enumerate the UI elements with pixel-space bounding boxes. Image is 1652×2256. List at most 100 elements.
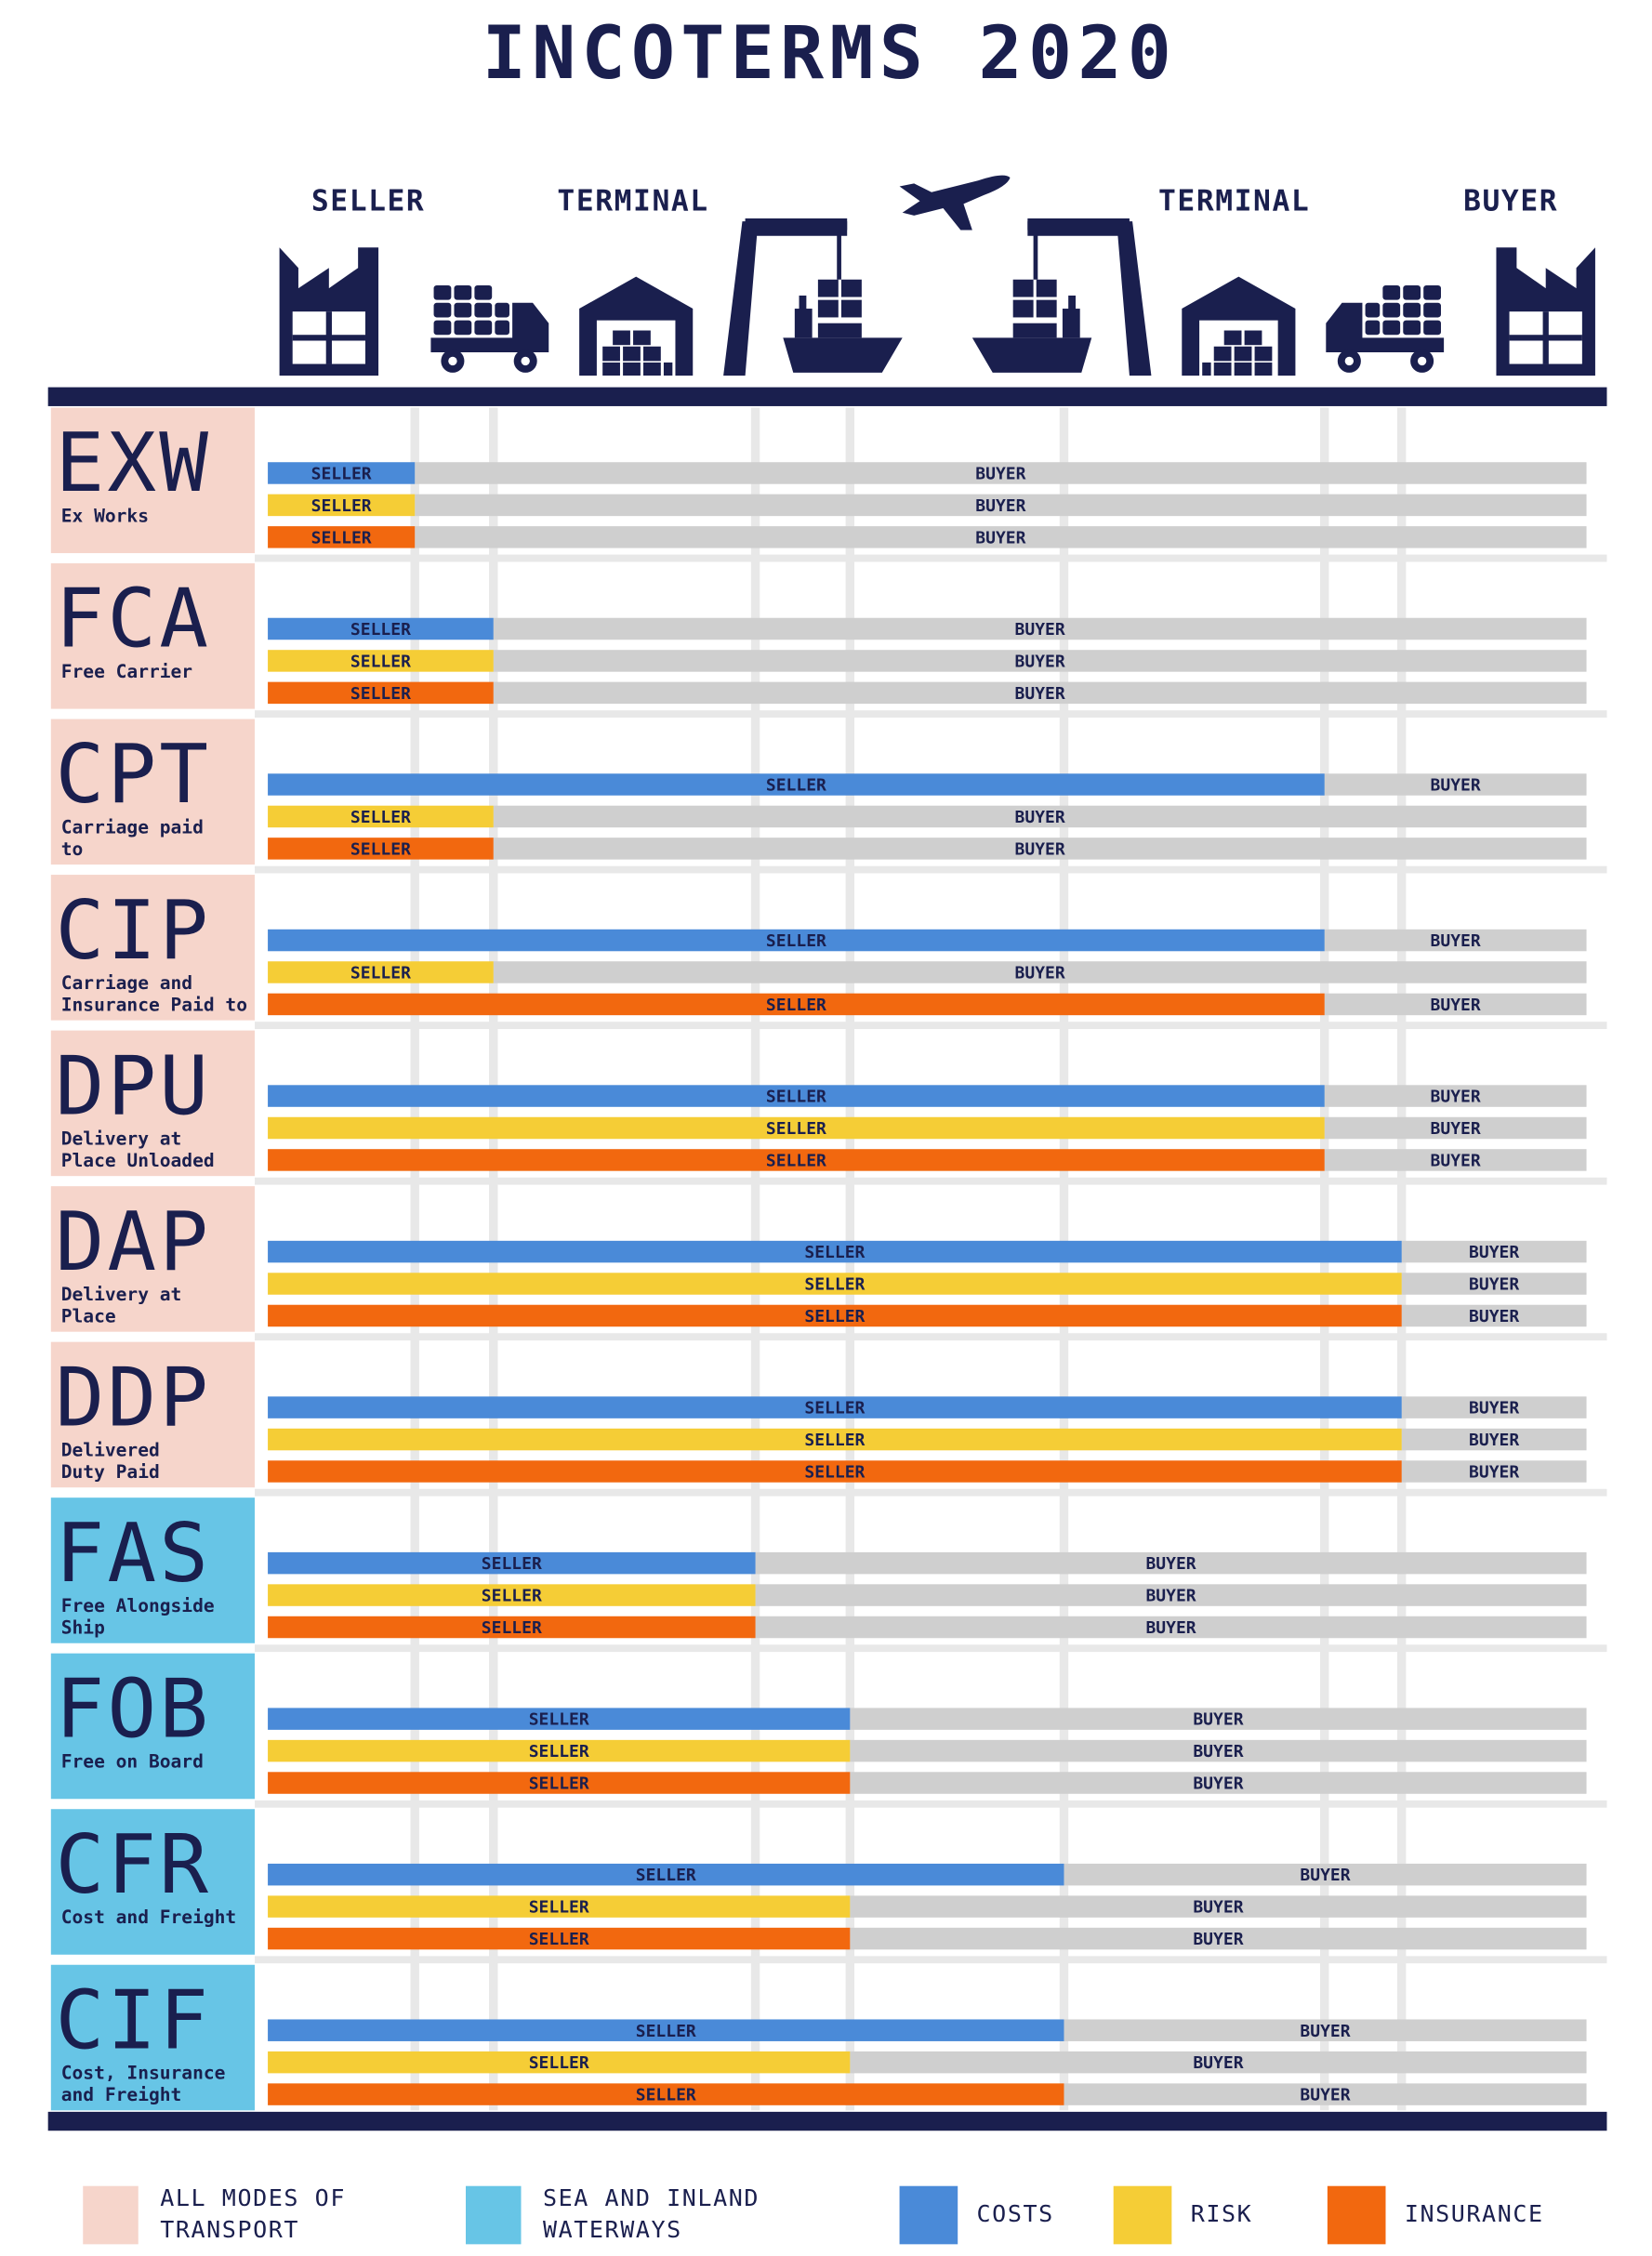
term-box (50, 1653, 255, 1800)
seller-label: SELLER (529, 1774, 589, 1794)
seller-bar (268, 1304, 1402, 1327)
buyer-bar (415, 494, 1587, 517)
seller-label: SELLER (311, 528, 372, 548)
legend-label: SEA AND INLAND (543, 2184, 760, 2211)
row-separator (254, 1800, 1607, 1808)
legend-label: WATERWAYS (543, 2216, 682, 2243)
buyer-label: BUYER (1469, 1431, 1519, 1450)
buyer-label: BUYER (975, 465, 1025, 484)
seller-label: SELLER (350, 964, 411, 983)
buyer-bar (1064, 2019, 1587, 2041)
seller-label: SELLER (350, 684, 411, 704)
buyer-bar (1401, 1396, 1587, 1418)
buyer-bar (755, 1551, 1587, 1575)
term-name: Free Carrier (61, 661, 192, 682)
term-code: DPU (55, 1038, 211, 1133)
seller-bar (268, 993, 1325, 1016)
seller-bar (268, 650, 494, 672)
buyer-label: BUYER (1431, 1152, 1481, 1171)
row-separator (254, 865, 1607, 874)
term-box (50, 1809, 255, 1955)
row-separator (254, 1488, 1607, 1497)
header-label: BUYER (1463, 185, 1558, 218)
buyer-bar (493, 650, 1587, 672)
seller-label: SELLER (804, 1431, 865, 1450)
seller-label: SELLER (804, 1463, 865, 1483)
buyer-bar (850, 1739, 1587, 1762)
seller-bar (268, 1927, 851, 1950)
term-name: Insurance Paid to (61, 994, 247, 1015)
term-name: Ex Works (61, 505, 149, 526)
buyer-label: BUYER (1431, 996, 1481, 1015)
legend-label: ALL MODES OF (160, 2184, 346, 2211)
seller-bar (268, 526, 416, 548)
term-name: Delivery at (61, 1284, 182, 1305)
buyer-label: BUYER (1431, 931, 1481, 951)
term-name: Free Alongside (61, 1595, 215, 1616)
buyer-label: BUYER (1300, 2022, 1350, 2041)
seller-bar (268, 1895, 851, 1918)
buyer-bar (1401, 1273, 1587, 1295)
buyer-bar (415, 462, 1587, 484)
seller-bar (268, 1772, 851, 1794)
term-name: Place Unloaded (61, 1150, 215, 1171)
term-name: Cost and Freight (61, 1906, 236, 1928)
seller-bar (268, 1116, 1325, 1140)
seller-label: SELLER (529, 1742, 589, 1761)
buyer-bar (850, 1895, 1587, 1918)
legend-swatch (1327, 2185, 1386, 2245)
term-code: DAP (55, 1194, 211, 1289)
buyer-label: BUYER (1193, 1774, 1243, 1794)
row-separator (254, 710, 1607, 718)
buyer-label: BUYER (1469, 1275, 1519, 1295)
plane-icon (899, 175, 1011, 231)
buyer-bar (1324, 929, 1587, 952)
buyer-label: BUYER (1431, 1088, 1481, 1107)
legend-label: COSTS (977, 2200, 1054, 2227)
seller-label: SELLER (311, 496, 372, 516)
seller-bar (268, 1149, 1325, 1171)
seller-icons (279, 218, 903, 376)
row-separator (254, 1956, 1607, 1964)
buyer-label: BUYER (1193, 1898, 1243, 1918)
seller-label: SELLER (350, 620, 411, 640)
seller-label: SELLER (804, 1243, 865, 1262)
seller-label: SELLER (636, 1866, 696, 1885)
buyer-bar (1401, 1240, 1587, 1263)
buyer-label: BUYER (1469, 1307, 1519, 1326)
buyer-label: BUYER (1193, 1710, 1243, 1730)
seller-bar (268, 681, 494, 705)
term-name: Carriage paid (61, 816, 204, 838)
buyer-bar (850, 1708, 1587, 1730)
row-separator (254, 1022, 1607, 1030)
seller-label: SELLER (804, 1275, 865, 1295)
buyer-bar (493, 617, 1587, 640)
seller-label: SELLER (766, 1088, 826, 1107)
seller-label: SELLER (350, 808, 411, 827)
buyer-bar (1324, 993, 1587, 1016)
seller-bar (268, 2019, 1064, 2041)
buyer-bar (1324, 773, 1587, 796)
term-name: Place (61, 1306, 116, 1327)
seller-label: SELLER (482, 1618, 542, 1638)
seller-label: SELLER (804, 1399, 865, 1418)
term-box (50, 1186, 255, 1332)
term-code: FAS (55, 1506, 211, 1601)
seller-label: SELLER (766, 1119, 826, 1139)
seller-bar (268, 2083, 1064, 2105)
buyer-bar (850, 1927, 1587, 1950)
seller-label: SELLER (529, 1898, 589, 1918)
term-box (50, 563, 255, 709)
term-box (50, 407, 255, 554)
buyer-label: BUYER (1015, 684, 1065, 704)
term-code: EXW (55, 416, 211, 510)
buyer-label: BUYER (1193, 1742, 1243, 1761)
seller-bar (268, 617, 494, 640)
seller-label: SELLER (529, 2053, 589, 2073)
seller-bar (268, 1428, 1402, 1451)
term-box (50, 1341, 255, 1488)
seller-bar (268, 1460, 1402, 1483)
buyer-label: BUYER (975, 528, 1025, 548)
